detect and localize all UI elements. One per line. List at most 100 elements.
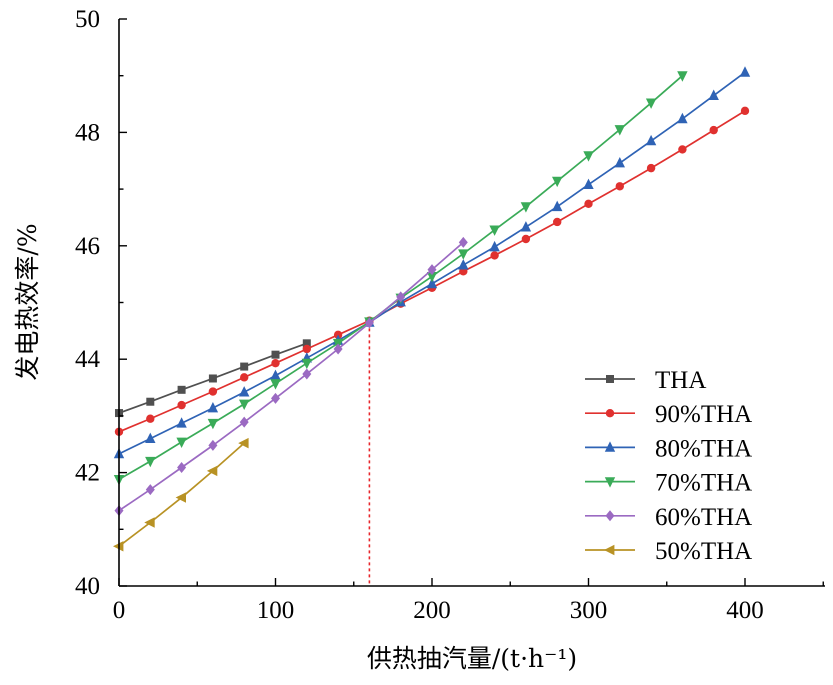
legend-label: THA (655, 367, 706, 394)
data-point (677, 71, 688, 82)
legend-label: 60%THA (655, 504, 752, 531)
data-point (145, 456, 156, 468)
data-point (520, 202, 532, 213)
data-point (458, 259, 469, 270)
data-point (208, 387, 218, 396)
data-point (740, 106, 750, 116)
x-tick-label: 100 (257, 597, 295, 624)
series-line (118, 75, 683, 481)
legend-label: 50%THA (655, 538, 752, 565)
data-point (645, 134, 657, 146)
data-point (553, 217, 562, 227)
data-point (614, 125, 625, 136)
legend-item: 70%THA (585, 470, 752, 497)
data-point (176, 417, 187, 428)
data-point (207, 401, 219, 413)
series-50pct-tha (113, 437, 249, 552)
data-point (207, 418, 219, 430)
data-point (584, 199, 593, 209)
data-point (614, 157, 625, 168)
data-point (458, 236, 468, 248)
y-tick-label: 40 (75, 573, 100, 600)
data-point (175, 492, 186, 503)
legend-marker (605, 409, 615, 418)
data-point (583, 151, 594, 162)
data-point (144, 517, 155, 528)
data-point (489, 225, 500, 236)
ticks-layer: 0 100 200 300 400 40 42 44 46 48 50 (75, 6, 824, 624)
data-point (302, 368, 312, 380)
data-point (270, 369, 281, 381)
legend-item: 80%THA (585, 435, 752, 462)
legend-marker (604, 544, 615, 556)
series-60pct-tha (114, 236, 468, 517)
data-point (206, 465, 218, 477)
series-line (118, 71, 746, 455)
series-80pct-tha (113, 66, 751, 459)
data-point (145, 432, 156, 443)
data-point (177, 400, 186, 410)
data-point (396, 291, 406, 303)
y-tick-label: 50 (75, 6, 100, 33)
data-point (271, 392, 280, 404)
legend-item: 90%THA (585, 401, 752, 428)
data-point (677, 112, 688, 124)
legend-marker (606, 375, 614, 383)
data-point (426, 277, 438, 289)
x-tick-label: 300 (570, 597, 608, 624)
data-point (177, 385, 186, 394)
data-point (520, 221, 532, 232)
data-point (271, 350, 280, 359)
data-point (552, 176, 563, 188)
data-point (678, 145, 687, 154)
series-70pct-tha (113, 71, 688, 486)
data-point (240, 373, 249, 382)
axes-layer (118, 19, 825, 587)
data-point (239, 386, 250, 397)
data-point (364, 317, 374, 329)
y-tick-label: 46 (75, 233, 100, 260)
x-tick-label: 0 (113, 597, 126, 624)
data-point (238, 437, 249, 449)
x-axis-title: 供热抽汽量/(t·h⁻¹) (367, 644, 577, 673)
x-tick-label: 400 (726, 597, 764, 624)
data-point (739, 66, 751, 77)
data-point (646, 163, 656, 173)
data-point (708, 89, 719, 100)
data-point (302, 339, 311, 348)
x-tick-label: 200 (413, 597, 451, 624)
data-point (302, 344, 311, 354)
data-point (240, 362, 249, 371)
series-line (118, 241, 464, 512)
data-point (583, 178, 594, 189)
data-point (146, 397, 155, 406)
y-tick-label: 48 (75, 119, 100, 146)
data-point (490, 251, 499, 260)
data-point (333, 343, 343, 355)
data-point (208, 439, 218, 451)
data-point (177, 461, 187, 473)
data-point (146, 414, 155, 423)
y-axis-title: 发电热效率/% (13, 223, 42, 380)
legend-marker (605, 510, 615, 522)
data-point (615, 182, 624, 191)
data-point (239, 416, 249, 428)
data-point (208, 374, 217, 383)
data-point (426, 272, 438, 283)
legend-label: 70%THA (655, 470, 752, 497)
series-layer (113, 66, 751, 552)
legend-label: 90%THA (655, 401, 752, 428)
data-point (521, 234, 531, 244)
data-point (427, 264, 437, 276)
data-point (239, 399, 250, 410)
y-tick-label: 44 (75, 346, 101, 373)
legend-marker (604, 477, 616, 488)
data-point (301, 358, 312, 370)
legend-item: THA (585, 367, 706, 394)
legend-item: 50%THA (585, 538, 752, 565)
data-point (489, 240, 500, 252)
data-point (645, 98, 657, 109)
data-point (458, 249, 469, 260)
legend-label: 80%THA (655, 435, 752, 462)
